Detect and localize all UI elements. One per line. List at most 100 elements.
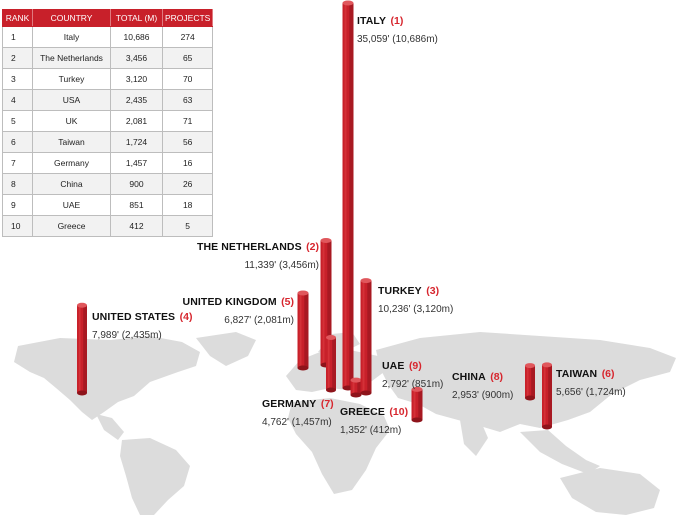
bar-highlight xyxy=(352,380,355,395)
bar-shade xyxy=(367,280,372,393)
label-uae-value: 2,792' (851m) xyxy=(382,378,444,390)
cell-rank: 6 xyxy=(2,131,33,153)
cell-country: UAE xyxy=(32,194,111,216)
cell-country: The Netherlands xyxy=(32,47,111,69)
table-row: 4 USA 2,435 63 xyxy=(2,89,214,111)
table-row: 10 Greece 412 5 xyxy=(2,215,214,237)
label-united-kingdom-value: 6,827' (2,081m) xyxy=(224,314,294,326)
label-italy-name: ITALY xyxy=(357,15,387,27)
map-australia xyxy=(560,468,660,515)
bar-shade xyxy=(531,365,535,398)
bar-body xyxy=(411,389,423,420)
bar-base xyxy=(297,365,309,371)
cell-rank: 10 xyxy=(2,215,33,237)
cell-total: 2,081 xyxy=(110,110,163,132)
cell-projects: 56 xyxy=(161,131,214,153)
bar-united-states xyxy=(77,302,87,396)
cell-total: 3,120 xyxy=(110,68,163,90)
cell-total: 900 xyxy=(110,173,163,195)
bar-china xyxy=(525,363,535,401)
map-south-america xyxy=(120,438,190,515)
label-greece-value: 1,352' (412m) xyxy=(340,424,402,436)
cell-country: Italy xyxy=(32,26,111,48)
label-greece-name: GREECE xyxy=(340,406,385,418)
bar-base xyxy=(525,395,535,401)
cell-country: China xyxy=(32,173,111,195)
bar-body xyxy=(342,3,354,388)
bar-highlight xyxy=(526,365,529,398)
label-united-kingdom: UNITED KINGDOM (5) 6,827' (2,081m) xyxy=(183,292,294,328)
map-india xyxy=(460,420,488,456)
cell-total: 412 xyxy=(110,215,163,237)
label-uae: UAE (9) 2,792' (851m) xyxy=(382,356,443,392)
bar-uae xyxy=(411,386,423,423)
label-italy: ITALY (1) 35,059' (10,686m) xyxy=(357,11,438,47)
cell-projects: 274 xyxy=(161,26,214,48)
label-greece-rank: (10) xyxy=(389,406,409,418)
cell-projects: 18 xyxy=(161,194,214,216)
bar-shade xyxy=(418,389,423,420)
label-taiwan-value: 5,656' (1,724m) xyxy=(556,386,626,398)
header-country: COUNTRY xyxy=(32,9,111,27)
label-turkey-rank: (3) xyxy=(426,285,440,297)
bar-body xyxy=(542,364,552,427)
bar-cap xyxy=(411,386,423,392)
bar-cap xyxy=(326,335,336,341)
label-china-value: 2,953' (900m) xyxy=(452,389,514,401)
bar-cap xyxy=(525,363,535,369)
label-united-states-rank: (4) xyxy=(179,311,193,323)
label-taiwan: TAIWAN (6) 5,656' (1,724m) xyxy=(556,364,626,400)
bar-body xyxy=(320,240,332,365)
bar-base xyxy=(411,417,423,423)
label-taiwan-rank: (6) xyxy=(601,368,615,380)
label-china: CHINA (8) 2,953' (900m) xyxy=(452,367,513,403)
ranking-table: RANK COUNTRY TOTAL (M) PROJECTS 1 Italy 10… xyxy=(2,9,214,237)
label-netherlands-rank: (2) xyxy=(306,241,319,253)
cell-rank: 9 xyxy=(2,194,33,216)
cell-total: 1,724 xyxy=(110,131,163,153)
bar-base xyxy=(350,392,362,398)
header-total: TOTAL (M) xyxy=(110,9,163,27)
bar-cap xyxy=(542,362,552,368)
cell-projects: 71 xyxy=(161,110,214,132)
label-turkey: TURKEY (3) 10,236' (3,120m) xyxy=(378,281,453,317)
table-row: 8 China 900 26 xyxy=(2,173,214,195)
label-netherlands: THE NETHERLANDS (2) 11,339' (3,456m) xyxy=(197,237,319,273)
label-china-name: CHINA xyxy=(452,371,486,383)
cell-country: Turkey xyxy=(32,68,111,90)
cell-rank: 4 xyxy=(2,89,33,111)
bar-cap xyxy=(350,377,362,383)
cell-rank: 2 xyxy=(2,47,33,69)
map-north-america xyxy=(14,336,200,420)
cell-projects: 5 xyxy=(161,215,214,237)
bar-highlight xyxy=(299,293,302,368)
cell-total: 3,456 xyxy=(110,47,163,69)
cell-rank: 5 xyxy=(2,110,33,132)
table-row: 6 Taiwan 1,724 56 xyxy=(2,131,214,153)
cell-country: USA xyxy=(32,89,111,111)
label-greece: GREECE (10) 1,352' (412m) xyxy=(340,402,408,438)
bar-shade xyxy=(357,380,362,395)
table-row: 9 UAE 851 18 xyxy=(2,194,214,216)
bar-base xyxy=(360,390,372,396)
label-germany-name: GERMANY xyxy=(262,398,317,410)
bar-shade xyxy=(327,240,332,365)
label-italy-value: 35,059' (10,686m) xyxy=(357,33,438,45)
bar-highlight xyxy=(543,364,546,427)
map-africa xyxy=(288,398,390,494)
bar-cap xyxy=(360,278,372,284)
bar-cap xyxy=(342,0,354,6)
bar-greece xyxy=(350,377,362,398)
label-netherlands-value: 11,339' (3,456m) xyxy=(244,259,319,271)
label-united-kingdom-rank: (5) xyxy=(281,296,294,308)
label-turkey-name: TURKEY xyxy=(378,285,422,297)
bar-body xyxy=(77,305,87,393)
label-uae-rank: (9) xyxy=(408,360,422,372)
label-uae-name: UAE xyxy=(382,360,405,372)
cell-total: 2,435 xyxy=(110,89,163,111)
label-china-rank: (8) xyxy=(490,371,504,383)
bar-turkey xyxy=(360,278,372,396)
bar-base xyxy=(77,390,87,396)
